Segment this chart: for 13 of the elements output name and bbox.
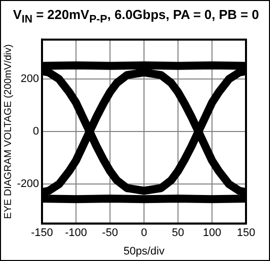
y-tick-label: 200 [20, 73, 40, 86]
x-tick-label: 100 [202, 227, 222, 240]
x-tick-label: 0 [140, 227, 148, 240]
x-tick-label: -100 [65, 227, 88, 240]
x-tick-label: -150 [31, 227, 54, 240]
chart-title: V$_{IN}$ = 220mV$_{P-P}$, 6.0Gbps, PA = 0, PB = 0 [12, 6, 260, 28]
x-tick-label: -50 [102, 227, 118, 240]
x-tick-label: 150 [236, 227, 256, 240]
x-tick-label: 50 [172, 227, 184, 240]
x-axis-title: 50ps/div [124, 245, 165, 258]
y-tick-label: 0 [32, 126, 40, 138]
y-tick-label: -200 [16, 178, 40, 190]
y-axis-title: EYE DIAGRAM VOLTAGE (200mV/div) [2, 44, 14, 219]
